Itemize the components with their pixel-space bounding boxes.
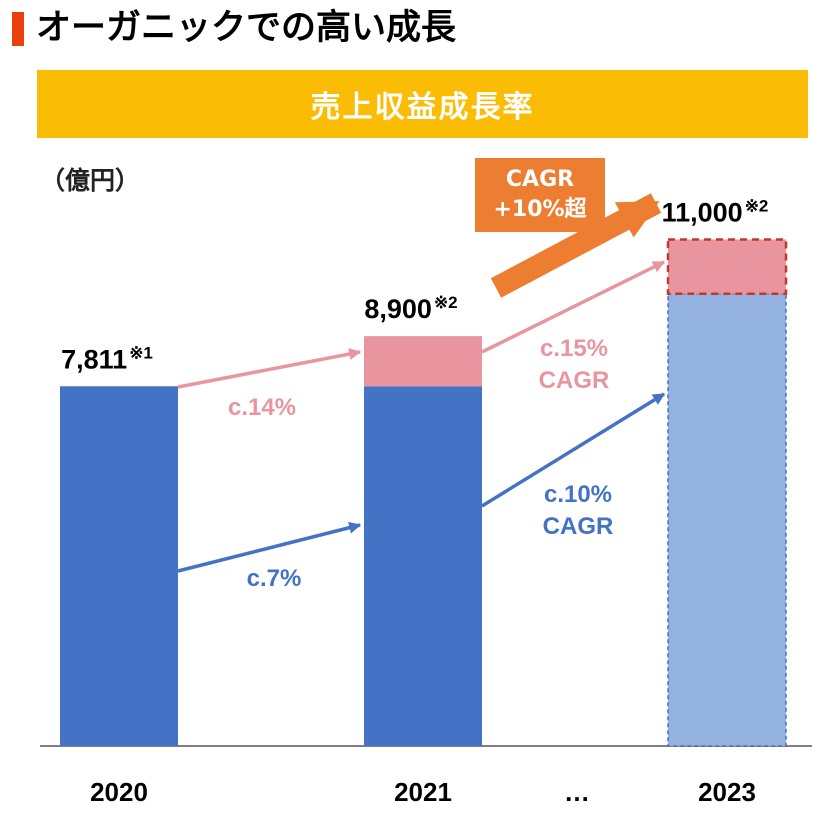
page-title: オーガニックでの高い成長 <box>36 8 457 48</box>
growth-label-2023-total: c.15% CAGR <box>539 335 610 394</box>
bar-increment-2021 <box>364 336 482 387</box>
cagr-trend-arrow <box>490 193 662 298</box>
value-label-note: ※2 <box>434 293 458 312</box>
growth-label-2023-base-line2: CAGR <box>543 513 614 540</box>
x-tick-label: 2021 <box>394 777 452 807</box>
growth-label-2021-base: c.7% <box>247 565 302 592</box>
cagr-callout-line1: CAGR <box>505 167 575 192</box>
growth-label-2023-total-line1: c.15% <box>540 335 608 362</box>
cagr-callout-line2: +10%超 <box>493 197 587 222</box>
arrow-2020-2021-base <box>177 521 362 573</box>
value-label-number: 11,000 <box>662 197 743 227</box>
value-label-2020: 7,811 ※1 <box>61 343 153 374</box>
bar-base-2021 <box>364 386 482 746</box>
banner-title: 売上収益成長率 <box>310 90 535 125</box>
bar-increment-2023 <box>666 238 788 296</box>
bar-base-2020 <box>60 386 178 746</box>
growth-label-2023-base: c.10% CAGR <box>543 481 614 540</box>
value-label-2023: 11,000 ※2 <box>662 196 769 227</box>
title-accent-bar <box>12 12 24 46</box>
value-label-2021: 8,900 ※2 <box>364 293 457 324</box>
x-tick-label: 2020 <box>90 777 148 807</box>
growth-label-2023-total-line2: CAGR <box>539 367 610 394</box>
arrow-2021-2023-base <box>481 392 666 508</box>
growth-label-2021-total: c.14% <box>228 394 296 421</box>
value-label-number: 7,811 <box>61 344 127 374</box>
growth-label-2021-total-line1: c.14% <box>228 394 296 421</box>
x-tick-label: 2023 <box>698 777 756 807</box>
unit-label: （億円） <box>40 166 141 195</box>
value-label-note: ※1 <box>129 343 153 362</box>
cagr-callout-box: CAGR +10%超 <box>475 158 605 232</box>
arrow-2021-2023-total <box>481 260 666 354</box>
growth-label-2023-base-line1: c.10% <box>544 481 612 508</box>
growth-label-2021-base-line1: c.7% <box>247 565 302 592</box>
chart-banner: 売上収益成長率 <box>37 70 808 138</box>
arrow-2020-2021-total <box>177 348 362 389</box>
x-tick-label: … <box>564 777 590 807</box>
bar-base-2023 <box>667 293 787 747</box>
value-label-number: 8,900 <box>364 294 432 324</box>
value-label-note: ※2 <box>745 196 769 215</box>
